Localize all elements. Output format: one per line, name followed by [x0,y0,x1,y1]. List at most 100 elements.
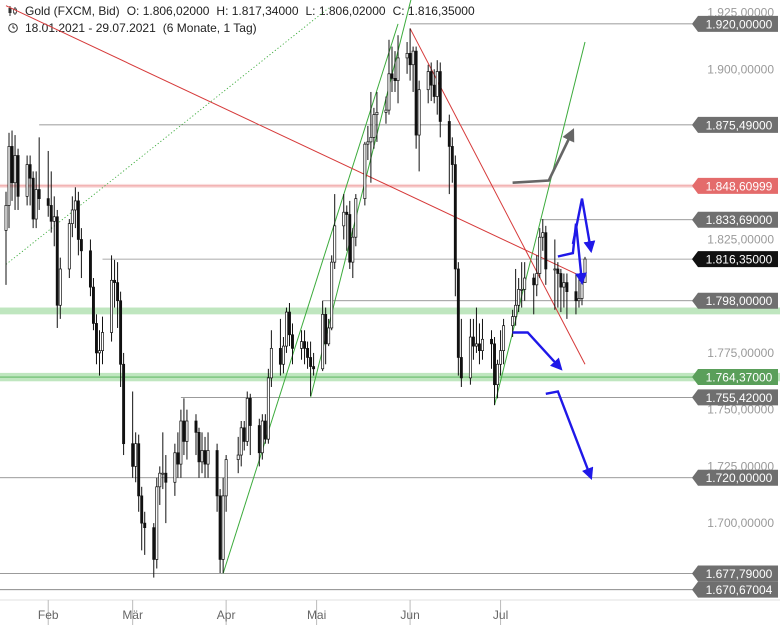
trendline [494,41,586,406]
candle-body [541,232,545,238]
trendline [5,7,329,265]
low-value: L: 1.806,02000 [305,4,386,18]
trendline [5,5,586,279]
price-tag-label: 1.670,67004 [706,583,773,597]
candle-body [450,146,454,165]
candle-body [309,357,313,367]
arrows-layer [512,128,596,480]
candle-body [152,527,156,560]
candle-body [532,277,536,286]
candle-body [37,189,41,199]
candle-body [393,77,397,81]
candle-body [285,311,288,347]
trendline [222,23,399,574]
chart-header: Gold (FXCM, Bid) O: 1.806,02000 H: 1.817,3… [8,4,482,18]
x-tick-label: Jun [400,608,419,622]
candle-body [303,341,306,349]
candle-body [278,348,282,365]
candle-body [49,205,53,222]
candle-body [257,425,261,454]
candle-body [478,343,481,352]
candle-body [574,291,578,302]
candle-body [242,427,246,442]
candle-body [327,327,331,345]
candle-body [312,366,316,370]
price-tag [692,565,778,582]
candle-body [556,268,560,274]
scenario-arrow-blue [571,198,596,254]
x-tick-label: Mai [307,608,326,622]
candle-body [577,298,581,302]
candle-body [34,189,38,220]
candle-body [502,325,506,352]
candle-body [260,420,264,454]
x-tick-label: Apr [217,608,236,622]
candle-body [215,450,219,497]
candle-body [342,211,346,227]
candle-body [92,286,95,324]
price-tag [692,15,778,32]
price-tag [692,251,778,268]
candle-body [248,397,252,426]
candle-body [122,363,126,445]
price-tag [692,389,778,406]
price-tag [692,292,778,309]
candle-body [520,289,524,291]
candle-body [330,261,334,329]
candle-body [544,232,548,270]
candle-body [354,198,358,238]
high-value: H: 1.817,34000 [216,4,299,18]
candles-layer [4,28,587,578]
candle-body [269,348,273,379]
price-tag-label: 1.920,00000 [706,17,773,31]
candle-body [429,71,433,86]
scenario-arrow-grey [512,128,575,184]
candle-body [245,397,249,442]
candle-body [369,136,373,143]
candle-body [194,420,198,433]
candle-body [95,323,98,354]
candle-body [432,84,436,97]
candle-body [182,420,186,442]
y-tick-label: 1.750,00000 [707,403,774,417]
candle-body [52,216,56,222]
candle-body [490,338,493,345]
candle-body [13,155,17,184]
candle-body [496,363,499,386]
candle-body [523,277,527,290]
candle-body [7,146,11,206]
candle-body [447,121,451,147]
close-value: C: 1.816,35000 [392,4,475,18]
clock-icon [8,22,18,33]
candle-body [538,236,542,274]
trendlines-layer [5,0,586,574]
zones-layer [0,307,780,382]
period-label: (6 Monate, 1 Tag) [162,21,257,35]
candle-body [405,53,409,59]
candle-body [333,225,337,263]
candle-body [511,316,515,327]
candle-body [291,334,294,349]
candle-body [474,343,478,347]
candle-body [101,332,104,352]
open-value: O: 1.806,02000 [126,4,210,18]
candle-body [28,164,32,179]
candle-body [110,279,113,333]
date-range: 18.01.2021 - 29.07.2021 [25,21,156,35]
x-tick-label: Mär [122,608,143,622]
candle-body [366,141,370,145]
price-tag [692,177,778,194]
price-tag-label: 1.677,79000 [706,567,773,581]
price-tag [692,469,778,486]
candle-body [218,495,222,560]
candle-body [535,273,539,286]
y-tick-label: 1.825,00000 [707,232,774,246]
levels-layer [0,23,694,591]
price-tag [692,116,778,133]
candle-body [79,239,83,252]
price-tag [692,369,778,386]
candle-body [73,200,77,211]
candle-body [16,155,20,197]
candle-body [351,236,355,263]
